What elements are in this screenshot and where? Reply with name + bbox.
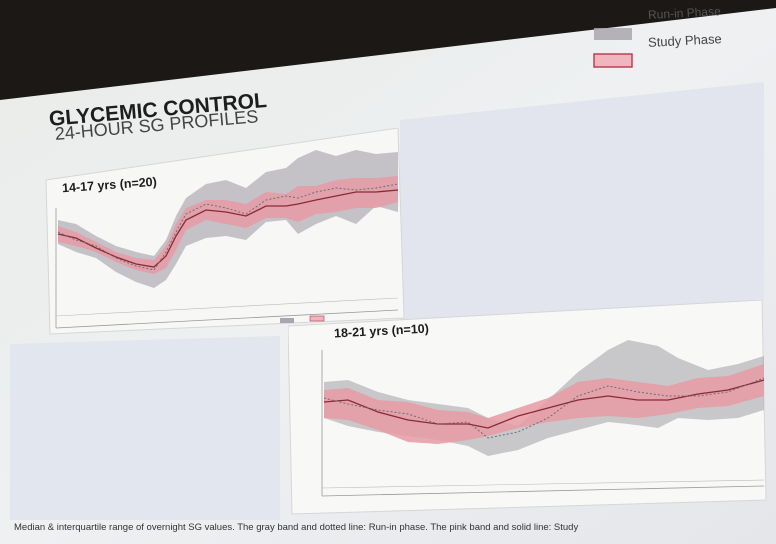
legend-runin-swatch bbox=[594, 28, 632, 40]
chart-panel-14-17 bbox=[45, 128, 405, 335]
legend-swatches bbox=[593, 28, 633, 68]
slide-caption: Median & interquartile range of overnigh… bbox=[14, 522, 579, 533]
legend-study-swatch bbox=[593, 53, 633, 68]
blank-panel-right bbox=[400, 82, 764, 326]
chart-panel-18-21 bbox=[288, 300, 767, 515]
blank-panel-left bbox=[10, 336, 280, 520]
